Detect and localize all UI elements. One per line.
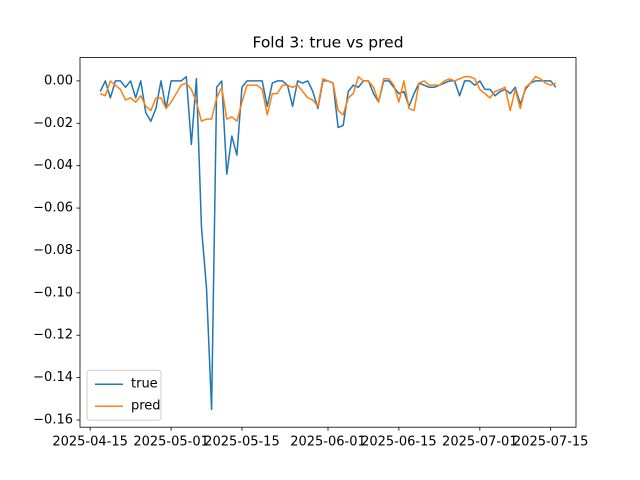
legend-box bbox=[86, 369, 162, 421]
x-tick-label: 2025-06-01 bbox=[290, 435, 366, 450]
chart-title: Fold 3: true vs pred bbox=[252, 34, 403, 52]
plot-frame bbox=[79, 57, 577, 428]
legend-label: true bbox=[131, 377, 158, 392]
y-tick-label: −0.16 bbox=[33, 412, 73, 427]
y-tick-label: −0.12 bbox=[33, 328, 73, 343]
x-tick-label: 2025-07-15 bbox=[513, 435, 589, 450]
y-tick-label: 0.00 bbox=[44, 73, 73, 88]
legend-label: pred bbox=[131, 399, 161, 414]
y-tick-label: −0.08 bbox=[33, 243, 73, 258]
y-tick-label: −0.10 bbox=[33, 285, 73, 300]
y-tick-label: −0.04 bbox=[33, 158, 73, 173]
y-tick-label: −0.14 bbox=[33, 370, 73, 385]
x-tick-label: 2025-05-15 bbox=[204, 435, 280, 450]
x-tick-label: 2025-05-01 bbox=[133, 435, 209, 450]
y-tick-label: −0.06 bbox=[33, 201, 73, 216]
x-tick-label: 2025-04-15 bbox=[52, 435, 128, 450]
y-tick-label: −0.02 bbox=[33, 116, 73, 131]
series-line bbox=[99, 75, 557, 122]
x-tick-label: 2025-07-01 bbox=[442, 435, 518, 450]
x-tick-label: 2025-06-15 bbox=[361, 435, 437, 450]
